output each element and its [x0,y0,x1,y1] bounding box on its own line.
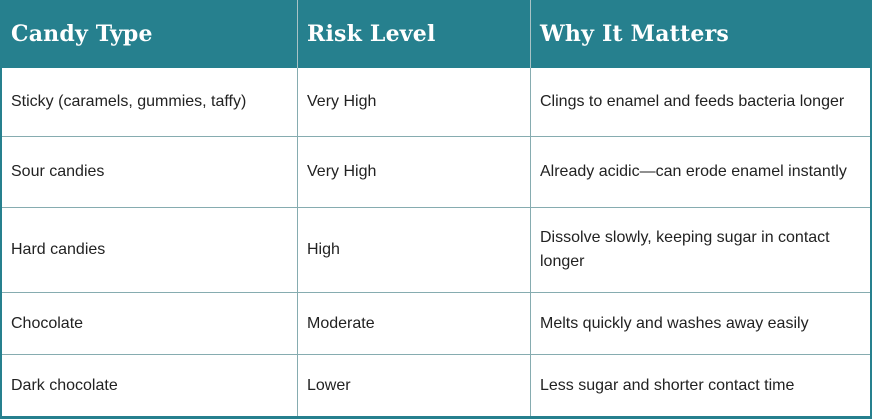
column-header-why-it-matters: Why It Matters [531,0,870,68]
cell-candy-type: Hard candies [2,208,298,293]
cell-candy-type: Chocolate [2,293,298,355]
cell-risk-level: High [298,208,531,293]
cell-why-it-matters-text: Already acidic—can erode enamel instantl… [540,163,847,180]
cell-why-it-matters: Dissolve slowly, keeping sugar in contac… [531,208,870,293]
cell-candy-type: Sticky (caramels, gummies, taffy) [2,68,298,137]
cell-risk-level: Very High [298,68,531,137]
cell-why-it-matters-text: Dissolve slowly, keeping sugar in contac… [540,229,830,270]
column-header-risk-level: Risk Level [298,0,531,68]
cell-why-it-matters-text: Clings to enamel and feeds bacteria long… [540,93,845,110]
cell-why-it-matters-text: Less sugar and shorter contact time [540,376,795,394]
cell-why-it-matters: Already acidic—can erode enamel instantl… [531,137,870,208]
cell-why-it-matters: Melts quickly and washes away easily [531,293,870,355]
cell-risk-level: Moderate [298,293,531,355]
cell-candy-type: Sour candies [2,137,298,208]
cell-why-it-matters: Clings to enamel and feeds bacteria long… [531,68,870,137]
column-header-candy-type: Candy Type [2,0,298,68]
cell-candy-type: Dark chocolate [2,355,298,416]
cell-why-it-matters: Less sugar and shorter contact time [531,355,870,416]
cell-risk-level: Very High [298,137,531,208]
cell-risk-level: Lower [298,355,531,416]
cell-why-it-matters-text: Melts quickly and washes away easily [540,314,809,332]
